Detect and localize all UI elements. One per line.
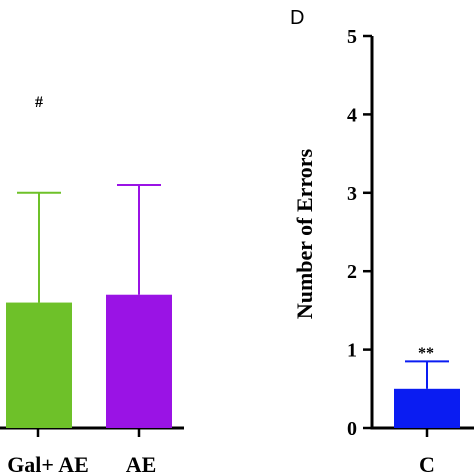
panel-c: Gal+ AE AE #: [0, 94, 184, 474]
panel-c-x-label-1: AE: [126, 452, 157, 474]
y-tick-label-1: 1: [347, 340, 357, 362]
x-tick-label-c: C: [419, 452, 435, 474]
panel-c-tick-marks: [36, 428, 141, 437]
panel-c-annotation-0: #: [35, 94, 43, 111]
panel-c-bars: [6, 183, 172, 428]
bar-c: [394, 388, 460, 428]
y-tick-label-4: 4: [347, 104, 357, 126]
y-tick-label-0: 0: [347, 418, 357, 440]
y-tick-label-5: 5: [347, 26, 357, 48]
bar-annotation-c: **: [418, 345, 434, 362]
y-ticks: 0 1 2 3 4 5: [347, 26, 372, 440]
panel-c-bar-0: [6, 302, 72, 428]
y-tick-label-2: 2: [347, 261, 357, 283]
panel-d: D Number of Errors 0 1 2 3 4 5 C **: [290, 7, 474, 474]
panel-c-bar-1: [106, 294, 172, 428]
y-axis-label: Number of Errors: [292, 148, 317, 319]
panel-label-d: D: [290, 7, 304, 29]
y-tick-label-3: 3: [347, 183, 357, 205]
panel-c-x-label-0: Gal+ AE: [7, 452, 89, 474]
panel-d-bars: [394, 360, 460, 428]
